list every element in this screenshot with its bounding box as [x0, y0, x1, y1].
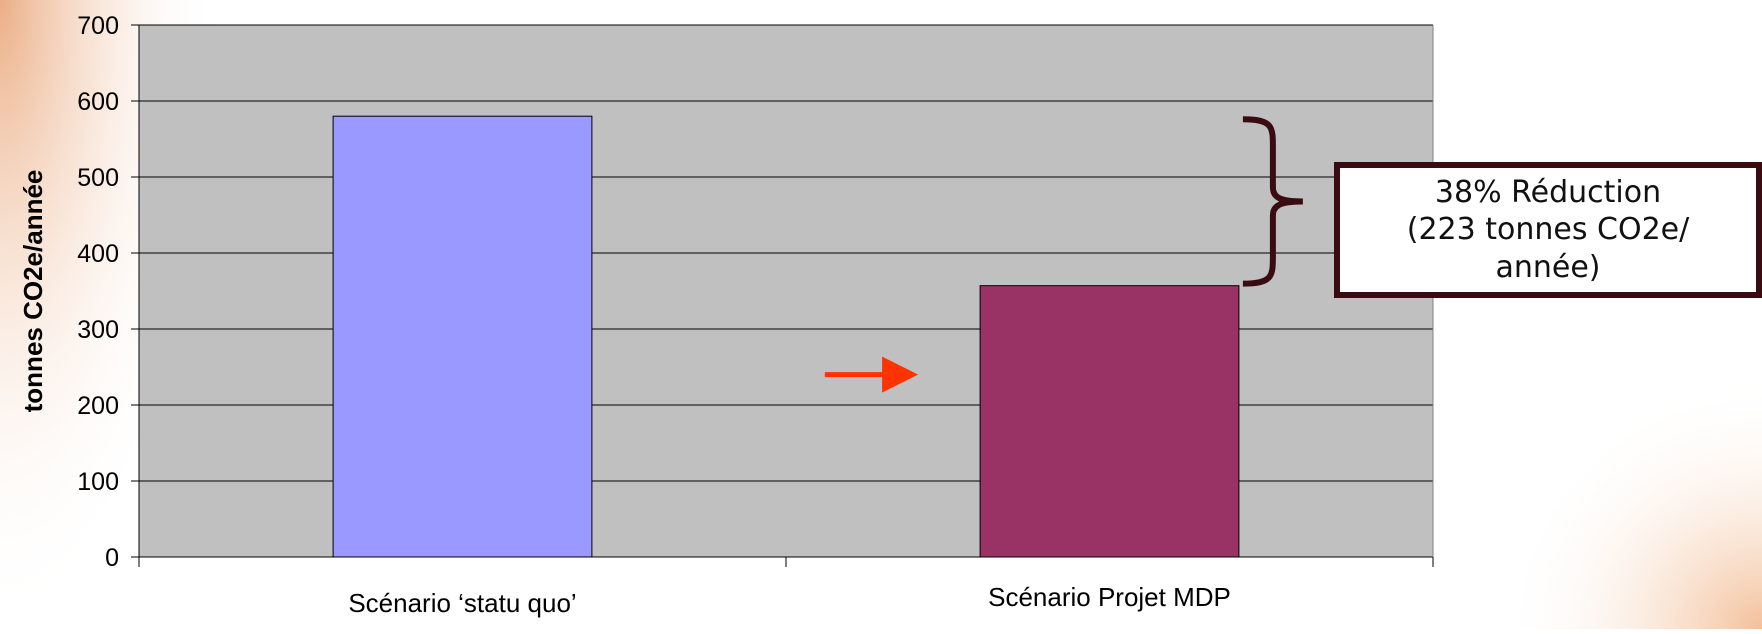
- brace-path: [1242, 116, 1303, 287]
- right-arrow-icon: [824, 356, 919, 393]
- background-glow-right: [1500, 380, 1762, 629]
- y-tick-label: 700: [77, 12, 119, 40]
- reduction-callout: 38% Réduction (223 tonnes CO2e/ année): [1334, 162, 1762, 298]
- y-tick-label: 500: [77, 164, 119, 192]
- bar: [979, 285, 1240, 558]
- callout-line-1: 38% Réduction: [1434, 174, 1662, 210]
- brace-icon: [1242, 116, 1303, 287]
- callout-line-3: année): [1495, 249, 1601, 285]
- y-axis-title: tonnes CO2e/année: [18, 170, 48, 413]
- y-tick-label: 400: [77, 240, 119, 268]
- bar: [332, 115, 593, 558]
- y-tick-label: 200: [77, 392, 119, 420]
- y-tick-label: 600: [77, 88, 119, 116]
- y-tick-label: 100: [77, 468, 119, 496]
- arrow-head: [882, 356, 919, 393]
- y-tick-label: 0: [105, 544, 119, 572]
- x-tick-label: Scénario Projet MDP: [988, 582, 1231, 612]
- y-tick-label: 300: [77, 316, 119, 344]
- x-tick-labels: Scénario ‘statu quo’ Scénario Projet MDP: [348, 582, 1231, 618]
- bars: [332, 115, 1240, 558]
- callout-line-2: (223 tonnes CO2e/: [1406, 212, 1690, 248]
- x-tick-label: Scénario ‘statu quo’: [348, 588, 576, 618]
- y-tick-labels: 0 100 200 300 400 500 600 700: [77, 12, 119, 572]
